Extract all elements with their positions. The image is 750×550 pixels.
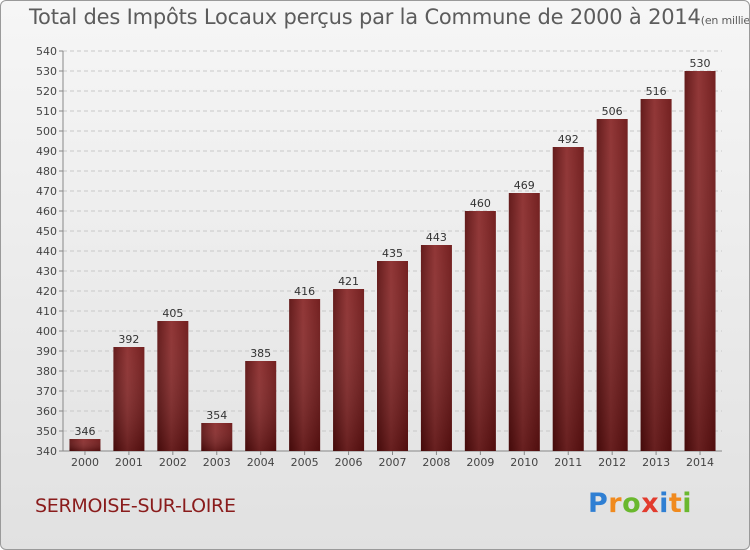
value-label-2009: 460 [470, 197, 491, 210]
value-label-2014: 530 [690, 57, 711, 70]
x-tick-label-2009: 2009 [466, 456, 494, 469]
data-labels: 346 392 405 354 385 416 421 435 443 460 469 492 506 5… [74, 57, 710, 438]
y-tick-label: 460 [36, 205, 57, 218]
y-tick-label: 530 [36, 65, 57, 78]
y-tick-label: 340 [36, 445, 57, 458]
axes: 340 350 360 370 380 390 400 410 420 430 440 450 460 4… [36, 45, 722, 469]
bar-shade-2005 [289, 299, 321, 451]
bar-shade-2007 [377, 261, 408, 451]
x-tick-label-2010: 2010 [510, 456, 538, 469]
bar-shade-2009 [464, 211, 496, 451]
y-tick-label: 370 [36, 385, 57, 398]
x-tick-label-2003: 2003 [203, 456, 231, 469]
y-tick-label: 360 [36, 405, 57, 418]
y-tick-label: 390 [36, 345, 57, 358]
y-tick-label: 430 [36, 265, 57, 278]
y-tick-label: 380 [36, 365, 57, 378]
y-tick-label: 410 [36, 305, 57, 318]
logo-letter: i [659, 488, 669, 519]
y-tick-label: 440 [36, 245, 57, 258]
value-label-2008: 443 [426, 231, 447, 244]
bar-shade-2001 [113, 347, 145, 451]
y-tick-label: 400 [36, 325, 57, 338]
value-label-2013: 516 [646, 85, 667, 98]
bar-shade-2010 [508, 193, 540, 451]
chart-title: Total des Impôts Locaux perçus par la Co… [29, 5, 750, 29]
y-tick-label: 450 [36, 225, 57, 238]
x-tick-label-2013: 2013 [642, 456, 670, 469]
commune-name: SERMOISE-SUR-LOIRE [35, 495, 236, 517]
value-label-2004: 385 [250, 347, 271, 360]
x-tick-label-2008: 2008 [422, 456, 450, 469]
value-label-2006: 421 [338, 275, 359, 288]
bars [69, 71, 716, 451]
logo-letter: t [668, 488, 683, 519]
y-tick-label: 350 [36, 425, 57, 438]
x-tick-label-2011: 2011 [554, 456, 582, 469]
bar-shade-2002 [157, 321, 189, 451]
bar-shade-2000 [69, 439, 101, 451]
x-tick-label-2006: 2006 [335, 456, 363, 469]
bar-shade-2011 [552, 147, 584, 451]
y-tick-label: 420 [36, 285, 57, 298]
x-tick-label-2000: 2000 [71, 456, 99, 469]
x-tick-label-2001: 2001 [115, 456, 143, 469]
x-tick-label-2004: 2004 [247, 456, 275, 469]
value-label-2000: 346 [74, 425, 95, 438]
value-label-2007: 435 [382, 247, 403, 260]
y-tick-label: 480 [36, 165, 57, 178]
y-tick-label: 510 [36, 105, 57, 118]
y-tick-label: 540 [36, 45, 57, 58]
x-tick-label-2014: 2014 [686, 456, 714, 469]
bar-shade-2006 [333, 289, 365, 451]
logo-letter: i [682, 488, 693, 519]
logo-letter: P [588, 488, 609, 519]
bar-shade-2014 [684, 71, 716, 451]
bar-shade-2012 [596, 119, 628, 451]
bar-shade-2013 [640, 99, 672, 451]
bar-shade-2008 [420, 245, 452, 451]
x-tick-label-2005: 2005 [291, 456, 319, 469]
proxiti-logo[interactable]: Proxiti [588, 488, 692, 519]
bar-shade-2004 [245, 361, 277, 451]
x-tick-label-2002: 2002 [159, 456, 187, 469]
y-tick-label: 470 [36, 185, 57, 198]
logo-letter: o [622, 488, 642, 519]
logo-letter: r [608, 488, 623, 519]
value-label-2002: 405 [162, 307, 183, 320]
x-tick-label-2012: 2012 [598, 456, 626, 469]
y-tick-label: 490 [36, 145, 57, 158]
y-tick-label: 520 [36, 85, 57, 98]
bar-shade-2003 [201, 423, 233, 451]
unit-label: (en milliers d'€) [700, 14, 750, 27]
bar-chart: 340 350 360 370 380 390 400 410 420 430 440 450 460 4… [36, 45, 722, 469]
x-tick-label-2007: 2007 [379, 456, 407, 469]
y-tick-label: 500 [36, 125, 57, 138]
value-label-2005: 416 [294, 285, 315, 298]
value-label-2001: 392 [118, 333, 139, 346]
logo-letter: x [641, 488, 660, 519]
value-label-2003: 354 [206, 409, 227, 422]
value-label-2011: 492 [558, 133, 579, 146]
value-label-2010: 469 [514, 179, 535, 192]
value-label-2012: 506 [602, 105, 623, 118]
title-text: Total des Impôts Locaux perçus par la Co… [29, 5, 701, 29]
